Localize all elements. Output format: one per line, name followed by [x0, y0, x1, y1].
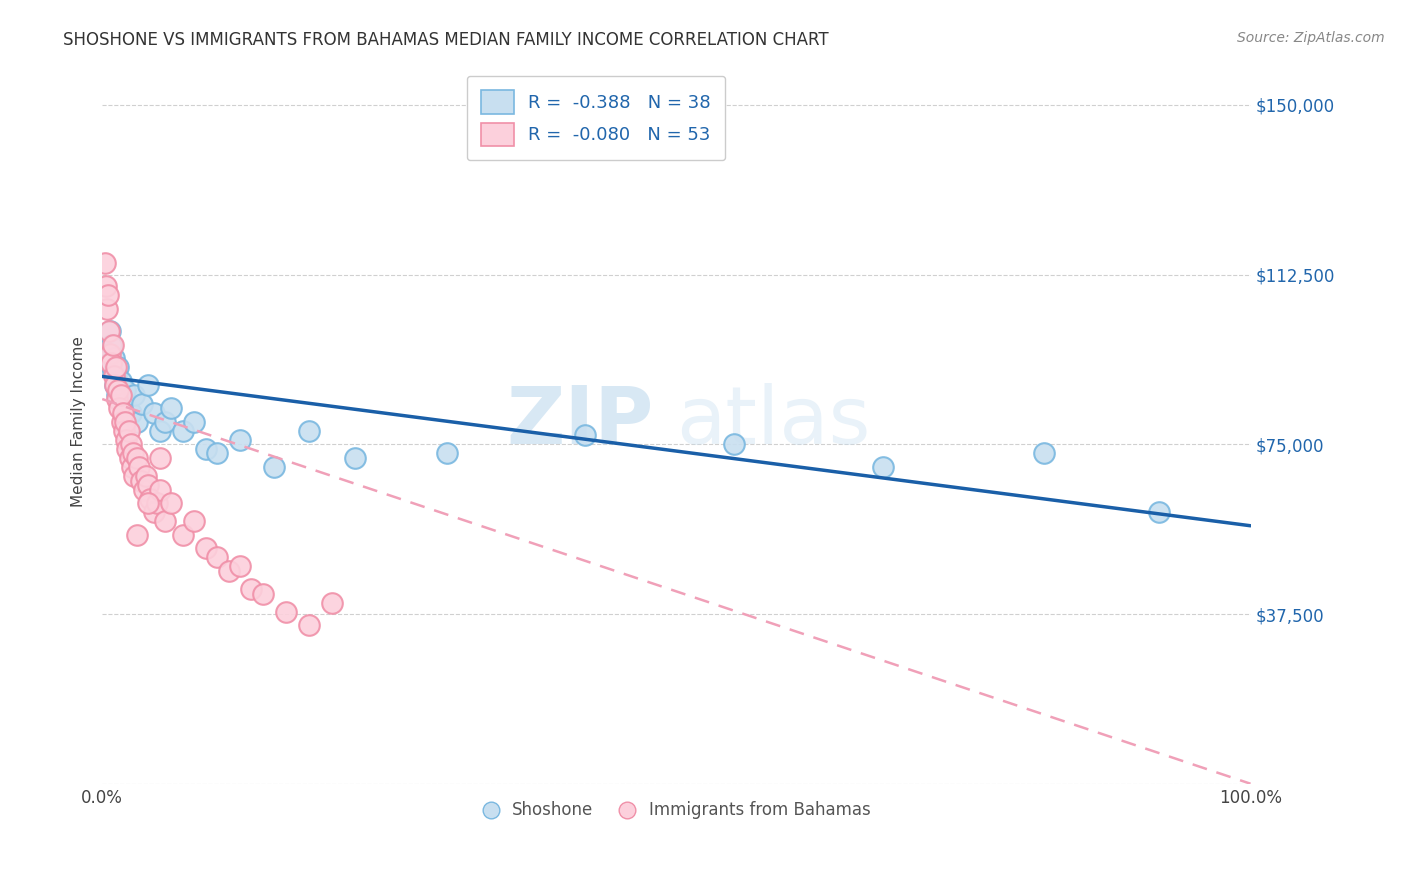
Point	[205, 550, 228, 565]
Point	[105, 392, 128, 406]
Point	[194, 541, 217, 556]
Point	[118, 450, 141, 465]
Point	[155, 415, 177, 429]
Point	[252, 587, 274, 601]
Point	[100, 356, 122, 370]
Text: SHOSHONE VS IMMIGRANTS FROM BAHAMAS MEDIAN FAMILY INCOME CORRELATION CHART: SHOSHONE VS IMMIGRANTS FROM BAHAMAS MEDI…	[63, 31, 830, 49]
Point	[142, 406, 165, 420]
Point	[872, 459, 894, 474]
Point	[146, 496, 169, 510]
Point	[274, 605, 297, 619]
Point	[103, 351, 125, 366]
Point	[125, 450, 148, 465]
Point	[229, 433, 252, 447]
Point	[124, 469, 146, 483]
Point	[104, 369, 127, 384]
Point	[117, 401, 139, 415]
Point	[131, 396, 153, 410]
Point	[125, 528, 148, 542]
Point	[136, 478, 159, 492]
Point	[136, 496, 159, 510]
Point	[121, 459, 143, 474]
Point	[98, 324, 121, 338]
Point	[93, 256, 115, 270]
Point	[1147, 505, 1170, 519]
Y-axis label: Median Family Income: Median Family Income	[72, 336, 86, 508]
Point	[172, 424, 194, 438]
Point	[298, 618, 321, 632]
Legend: Shoshone, Immigrants from Bahamas: Shoshone, Immigrants from Bahamas	[475, 795, 877, 826]
Point	[343, 450, 366, 465]
Point	[298, 424, 321, 438]
Point	[183, 514, 205, 528]
Point	[135, 469, 157, 483]
Point	[321, 596, 343, 610]
Point	[98, 347, 121, 361]
Point	[110, 387, 132, 401]
Point	[120, 437, 142, 451]
Point	[115, 433, 138, 447]
Point	[103, 369, 125, 384]
Point	[101, 365, 124, 379]
Point	[114, 415, 136, 429]
Point	[96, 301, 118, 316]
Point	[183, 415, 205, 429]
Point	[97, 288, 120, 302]
Point	[111, 396, 134, 410]
Point	[142, 505, 165, 519]
Point	[107, 383, 129, 397]
Text: atlas: atlas	[676, 383, 870, 460]
Point	[96, 347, 118, 361]
Point	[101, 337, 124, 351]
Point	[149, 483, 172, 497]
Point	[160, 496, 183, 510]
Point	[114, 383, 136, 397]
Point	[205, 446, 228, 460]
Point	[108, 392, 131, 406]
Point	[117, 442, 139, 456]
Point	[104, 378, 127, 392]
Point	[136, 378, 159, 392]
Point	[112, 424, 135, 438]
Text: ZIP: ZIP	[506, 383, 654, 460]
Point	[132, 483, 155, 497]
Point	[98, 356, 121, 370]
Point	[155, 514, 177, 528]
Point	[111, 406, 134, 420]
Point	[129, 474, 152, 488]
Point	[104, 360, 127, 375]
Point	[122, 446, 145, 460]
Point	[139, 491, 162, 506]
Point	[117, 424, 139, 438]
Point	[194, 442, 217, 456]
Point	[160, 401, 183, 415]
Point	[105, 387, 128, 401]
Point	[110, 374, 132, 388]
Point	[100, 337, 122, 351]
Point	[107, 360, 129, 375]
Point	[104, 378, 127, 392]
Point	[120, 406, 142, 420]
Point	[723, 437, 745, 451]
Point	[574, 428, 596, 442]
Point	[218, 564, 240, 578]
Point	[98, 324, 121, 338]
Text: Source: ZipAtlas.com: Source: ZipAtlas.com	[1237, 31, 1385, 45]
Point	[240, 582, 263, 596]
Point	[149, 450, 172, 465]
Point	[1032, 446, 1054, 460]
Point	[111, 415, 134, 429]
Point	[125, 415, 148, 429]
Point	[128, 459, 150, 474]
Point	[263, 459, 285, 474]
Point	[436, 446, 458, 460]
Point	[108, 401, 131, 415]
Point	[94, 279, 117, 293]
Point	[172, 528, 194, 542]
Point	[229, 559, 252, 574]
Point	[149, 424, 172, 438]
Point	[124, 387, 146, 401]
